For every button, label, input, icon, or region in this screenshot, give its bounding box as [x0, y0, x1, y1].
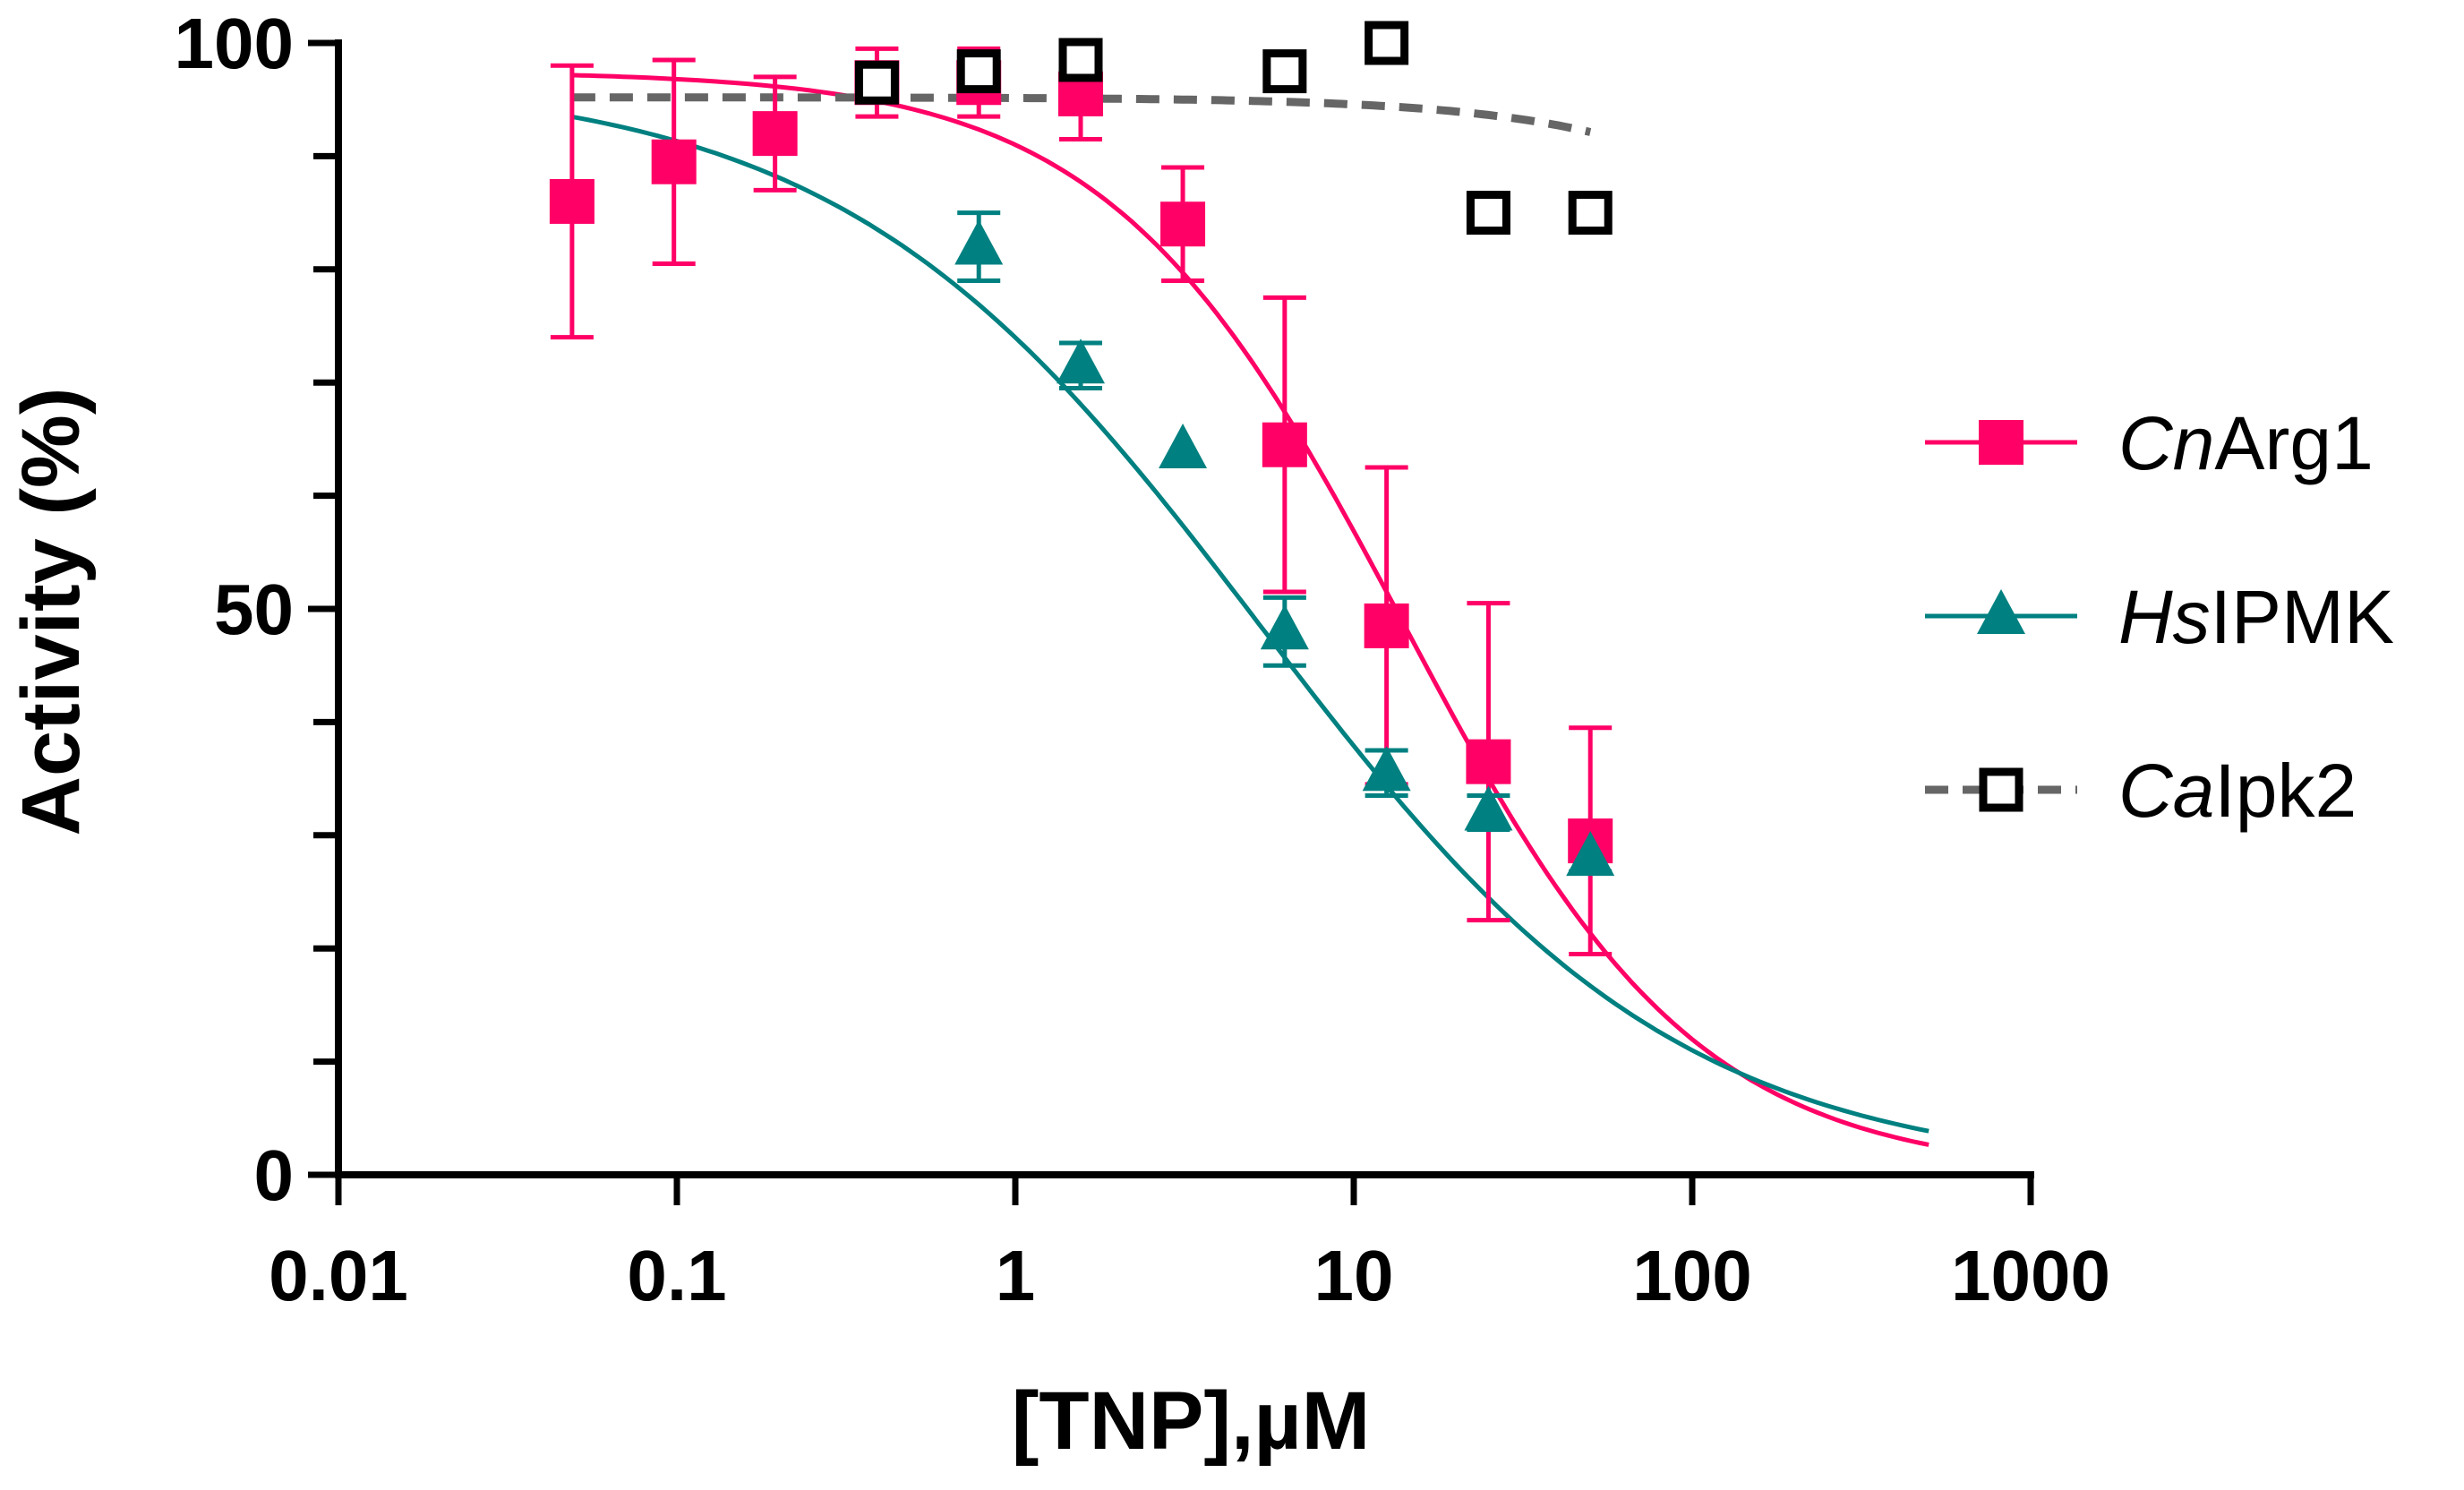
legend: CnArg1 HsIPMK CaIpk2	[1925, 401, 2394, 833]
legend-marker-shape	[1979, 767, 2023, 812]
data-point-series-1	[1260, 604, 1309, 650]
legend-label-hsipmk: HsIPMK	[2118, 575, 2394, 659]
data-point-series-1	[1057, 338, 1106, 384]
legend-marker-shape	[1977, 589, 2025, 634]
legend-label-cnarg1: CnArg1	[2118, 401, 2374, 485]
legend-item-caipk2: CaIpk2	[1925, 749, 2357, 833]
y-tick-label: 100	[175, 4, 294, 83]
y-tick-label: 50	[214, 569, 294, 649]
x-tick-label: 10	[1314, 1236, 1394, 1315]
y-axis-label: Activity (%)	[5, 388, 97, 836]
legend-label-cnarg1-rest: Arg1	[2214, 401, 2373, 485]
data-point-series-0	[1160, 201, 1206, 247]
x-tick-label: 0.01	[269, 1236, 408, 1315]
data-point-series-1	[954, 219, 1004, 265]
y-tick-label: 0	[254, 1135, 295, 1215]
data-point-series-1	[1362, 746, 1411, 792]
data-point-series-2	[854, 60, 899, 105]
legend-item-cnarg1: CnArg1	[1925, 401, 2374, 485]
x-tick-label: 0.1	[627, 1236, 726, 1315]
data-point-series-0	[651, 139, 697, 184]
markers	[549, 21, 1615, 877]
legend-marker-hsipmk	[1977, 589, 2025, 634]
legend-marker-shape	[1979, 420, 2023, 465]
x-axis-label: [TNP],µM	[1012, 1375, 1370, 1467]
legend-label-caipk2: CaIpk2	[2118, 749, 2357, 833]
data-point-series-2	[1058, 38, 1103, 82]
legend-item-hsipmk: HsIPMK	[1925, 575, 2394, 659]
ticks: 0 50 100 0.01 0.1 1 10 100 1000	[175, 4, 2110, 1315]
data-point-series-0	[1262, 422, 1307, 467]
legend-label-cnarg1-italic: Cn	[2118, 401, 2214, 485]
data-point-series-2	[1466, 191, 1510, 235]
data-point-series-1	[1464, 785, 1513, 831]
data-point-series-0	[752, 111, 798, 157]
legend-label-caipk2-italic: Ca	[2118, 749, 2214, 833]
legend-marker-cnarg1	[1979, 420, 2023, 465]
data-point-series-2	[956, 49, 1001, 94]
legend-marker-caipk2	[1979, 767, 2023, 812]
data-point-series-1	[1566, 831, 1615, 877]
legend-label-caipk2-rest: Ipk2	[2214, 749, 2357, 833]
x-tick-label: 1000	[1951, 1236, 2110, 1315]
fit-curve-series-0	[571, 73, 1929, 1147]
fit-curve-series-1	[571, 114, 1929, 1134]
data-point-series-2	[1365, 21, 1409, 65]
legend-label-hsipmk-rest: IPMK	[2211, 575, 2394, 659]
data-point-series-2	[1262, 49, 1307, 94]
x-tick-label: 100	[1632, 1236, 1751, 1315]
legend-label-hsipmk-italic: Hs	[2118, 575, 2211, 659]
x-tick-label: 1	[996, 1236, 1036, 1315]
fit-curves	[571, 73, 1929, 1147]
data-point-series-0	[1466, 739, 1511, 784]
data-point-series-0	[1364, 603, 1409, 648]
data-point-series-0	[549, 178, 595, 224]
data-point-series-2	[1568, 191, 1613, 235]
data-point-series-1	[1159, 424, 1208, 469]
